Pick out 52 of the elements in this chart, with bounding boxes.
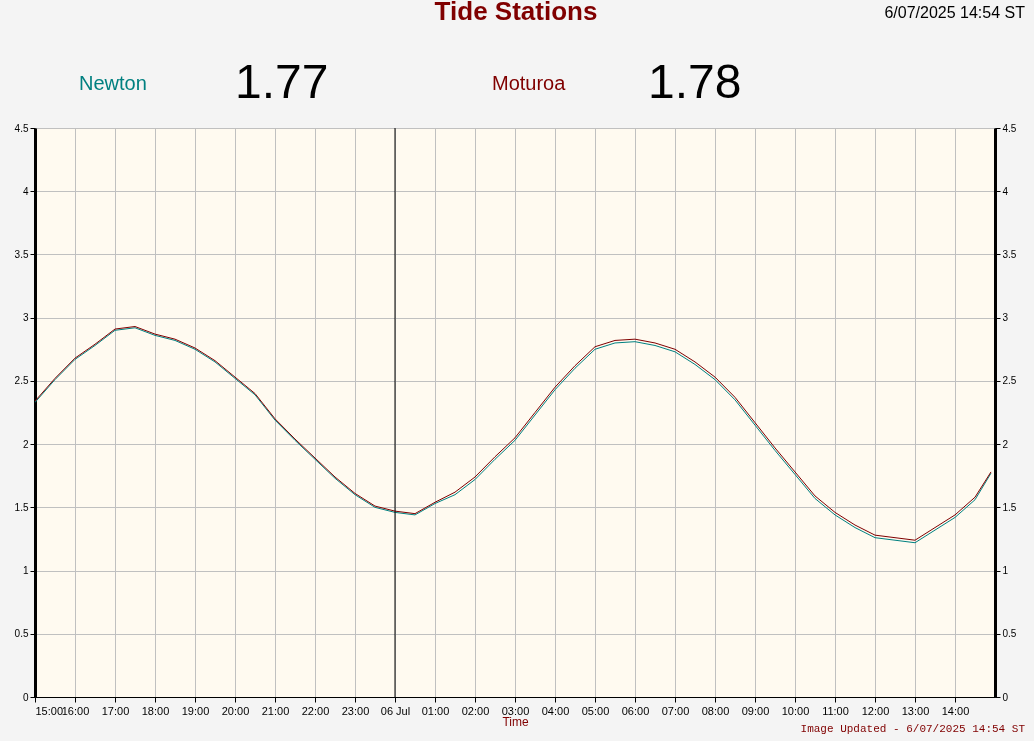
y-tick-label: 2: [22, 438, 29, 450]
y2-tick-label: 4: [1002, 185, 1009, 197]
x-tick-label: 23:00: [341, 704, 370, 717]
x-tick-label: 02:00: [461, 704, 490, 717]
x-tick-label: 10:00: [781, 704, 810, 717]
y2-tick-label: 3.5: [1002, 248, 1017, 260]
text: Newton: [79, 72, 147, 94]
x-tick-label: 08:00: [701, 704, 730, 717]
x-tick-label: 06:00: [621, 704, 650, 717]
x-tick-label: 15:00: [35, 704, 64, 717]
x-tick-label: 17:00: [101, 704, 130, 717]
text: 6/07/2025 14:54 ST: [884, 4, 1026, 21]
x-axis-title: Time: [502, 714, 529, 729]
x-tick-label: 11:00: [822, 704, 849, 717]
y2-tick-label: 2: [1002, 438, 1009, 450]
x-tick-label: 21:00: [261, 704, 290, 717]
x-tick-label: 09:00: [741, 704, 770, 717]
x-tick-label: 22:00: [301, 704, 330, 717]
x-tick-label: 04:00: [541, 704, 570, 717]
y-tick-label: 4: [22, 185, 29, 197]
y-tick-label: 4.5: [14, 122, 29, 134]
x-tick-label: 01:00: [421, 704, 450, 717]
x-tick-label: 19:00: [181, 704, 210, 717]
y-tick-label: 3: [22, 312, 29, 324]
x-tick-label: 12:00: [861, 704, 890, 717]
text: Image Updated - 6/07/2025 14:54 ST: [800, 723, 1026, 735]
x-tick-label: 14:00: [941, 704, 970, 717]
x-tick-label: 06 Jul: [380, 704, 411, 717]
x-tick-label: 03:00: [501, 704, 530, 717]
y2-tick-label: 1.5: [1002, 501, 1017, 513]
y-tick-label: 2.5: [14, 375, 29, 387]
x-tick-label: 13:00: [901, 704, 930, 717]
y-tick-label: 0.5: [14, 628, 29, 640]
y2-tick-label: 2.5: [1002, 375, 1017, 387]
y2-tick-label: 3: [1002, 312, 1009, 324]
y2-tick-label: 0.5: [1002, 628, 1017, 640]
x-tick-label: 16:00: [61, 704, 90, 717]
y2-tick-label: 4.5: [1002, 122, 1017, 134]
text: 1.78: [648, 55, 742, 108]
text: 1.77: [235, 55, 329, 108]
chart-title: Tide Stations: [434, 0, 598, 26]
y2-tick-label: 1: [1002, 565, 1009, 577]
y-tick-label: 0: [22, 691, 29, 703]
x-tick-label: 18:00: [141, 704, 170, 717]
text: Moturoa: [492, 72, 567, 94]
y-tick-label: 1: [22, 565, 29, 577]
x-tick-label: 20:00: [221, 704, 250, 717]
y-tick-label: 3.5: [14, 248, 29, 260]
x-tick-label: 07:00: [661, 704, 690, 717]
x-tick-label: 05:00: [581, 704, 610, 717]
y-tick-label: 1.5: [14, 501, 29, 513]
y2-tick-label: 0: [1002, 691, 1009, 703]
